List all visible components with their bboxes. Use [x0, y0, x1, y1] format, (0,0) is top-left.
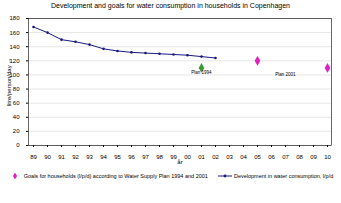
svg-text:01: 01 [198, 154, 205, 160]
svg-text:120: 120 [9, 57, 20, 64]
svg-text:08: 08 [296, 154, 303, 160]
svg-text:00: 00 [184, 154, 191, 160]
svg-text:60: 60 [13, 100, 20, 106]
svg-text:år: år [177, 159, 182, 165]
svg-text:0: 0 [16, 142, 20, 148]
svg-text:03: 03 [226, 154, 233, 160]
svg-text:180: 180 [9, 15, 20, 21]
svg-text:06: 06 [268, 154, 275, 160]
svg-text:99: 99 [170, 153, 177, 160]
svg-text:89: 89 [30, 154, 37, 160]
svg-text:92: 92 [72, 154, 79, 160]
svg-text:80: 80 [13, 86, 20, 92]
svg-text:40: 40 [13, 114, 20, 120]
svg-text:10: 10 [324, 154, 331, 160]
svg-text:Plan 2001: Plan 2001 [275, 72, 296, 77]
svg-text:100: 100 [9, 71, 20, 78]
html-text:Development in water consumpti: Development in water consumption, l/p/d [233, 173, 334, 179]
svg-text:05: 05 [254, 154, 261, 160]
svg-text:97: 97 [142, 154, 149, 160]
html-text:Goals for households (l/p/d) a: Goals for households (l/p/d) according t… [23, 173, 208, 179]
svg-text:95: 95 [114, 154, 121, 160]
svg-text:litre/person/day →: litre/person/day → [6, 58, 12, 107]
svg-text:96: 96 [128, 154, 135, 160]
svg-text:90: 90 [44, 154, 51, 160]
html-text:Development and goals for wate: Development and goals for water consumpt… [51, 2, 290, 9]
svg-text:20: 20 [13, 128, 20, 134]
svg-text:09: 09 [310, 154, 317, 160]
svg-text:160: 160 [9, 30, 20, 36]
svg-text:04: 04 [240, 154, 247, 160]
svg-text:140: 140 [9, 44, 20, 50]
svg-text:02: 02 [212, 154, 219, 160]
svg-text:94: 94 [100, 154, 107, 160]
svg-text:91: 91 [58, 154, 65, 160]
svg-text:Plan 1994: Plan 1994 [191, 70, 212, 75]
svg-text:07: 07 [282, 154, 289, 160]
svg-text:98: 98 [156, 154, 163, 160]
svg-text:93: 93 [86, 154, 93, 160]
